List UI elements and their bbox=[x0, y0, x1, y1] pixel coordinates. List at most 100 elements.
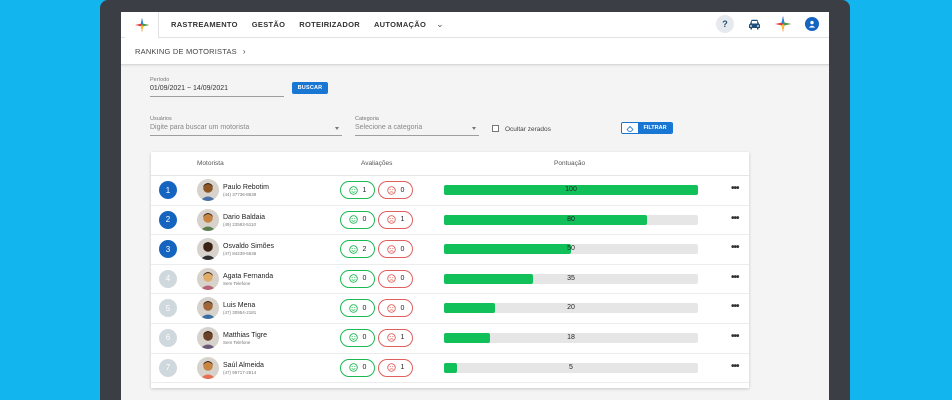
period-input[interactable]: 01/09/2021 ~ 14/09/2021 bbox=[150, 85, 229, 92]
table-row: 2 Dario Baldaia (49) 22593-5110 0 1 80 ••• bbox=[151, 206, 749, 236]
users-dropdown-arrow-icon[interactable] bbox=[335, 127, 339, 130]
negative-rating-pill[interactable]: 1 bbox=[378, 210, 413, 229]
hide-zeros-label: Ocultar zerados bbox=[505, 126, 551, 133]
driver-name[interactable]: Paulo Rebotim bbox=[223, 184, 269, 191]
positive-rating-pill[interactable]: 1 bbox=[340, 181, 375, 199]
driver-name[interactable]: Luis Mena bbox=[223, 302, 256, 310]
negative-rating-pill[interactable]: 1 bbox=[378, 328, 413, 347]
negative-rating-pill[interactable]: 0 bbox=[378, 299, 413, 318]
positive-rating-pill[interactable]: 0 bbox=[340, 328, 375, 347]
user-icon bbox=[808, 20, 816, 28]
score-bar: 5 bbox=[444, 362, 698, 373]
breadcrumb: RANKING DE MOTORISTAS › bbox=[121, 38, 829, 65]
driver-name[interactable]: Saúl Almeida bbox=[223, 361, 264, 369]
positive-count: 0 bbox=[362, 334, 367, 342]
car-icon[interactable] bbox=[748, 19, 761, 30]
more-options-icon[interactable]: ••• bbox=[731, 242, 739, 254]
score-bar-fill bbox=[444, 214, 648, 225]
user-account-button[interactable] bbox=[805, 17, 819, 31]
driver-name[interactable]: Matthias Tigre bbox=[223, 331, 267, 339]
driver-phone: (47) 99717-2514 bbox=[223, 369, 257, 375]
category-label: Categoria bbox=[355, 116, 379, 122]
negative-rating-pill[interactable]: 0 bbox=[378, 269, 413, 288]
positive-count: 2 bbox=[362, 245, 367, 253]
help-button[interactable]: ? bbox=[716, 15, 734, 33]
avatar bbox=[197, 267, 219, 290]
positive-rating-pill[interactable]: 0 bbox=[340, 358, 375, 377]
filter-button[interactable]: FILTRAR bbox=[621, 122, 673, 134]
company-logo-icon[interactable] bbox=[775, 16, 791, 32]
positive-rating-pill[interactable]: 0 bbox=[340, 299, 375, 318]
rank-badge: 3 bbox=[159, 240, 177, 259]
driver-phone: (49) 22593-5110 bbox=[223, 221, 256, 227]
avatar bbox=[197, 297, 219, 320]
positive-rating-pill[interactable]: 2 bbox=[340, 240, 375, 259]
score-value: 18 bbox=[567, 333, 575, 341]
avatar bbox=[197, 238, 219, 261]
more-options-icon[interactable]: ••• bbox=[731, 360, 739, 372]
driver-name[interactable]: Dario Baldaia bbox=[223, 213, 266, 221]
avatar bbox=[197, 208, 219, 231]
table-row: 4 Agata Fernanda Sem Telefone 0 0 35 ••• bbox=[151, 265, 749, 295]
positive-count: 0 bbox=[362, 216, 367, 224]
score-bar: 35 bbox=[444, 273, 698, 284]
chevron-right-icon: › bbox=[242, 46, 246, 56]
driver-phone: (44) 37736-8639 bbox=[223, 192, 257, 197]
more-options-icon[interactable]: ••• bbox=[731, 212, 739, 224]
nav-item-rastreamento[interactable]: RASTREAMENTO bbox=[171, 20, 238, 29]
nav-item-roteirizador[interactable]: ROTEIRIZADOR bbox=[299, 20, 360, 29]
table-row: 1 Paulo Rebotim (44) 37736-8639 1 0 100 ••• bbox=[151, 176, 749, 206]
driver-phone: Sem Telefone bbox=[223, 280, 251, 286]
score-value: 35 bbox=[567, 274, 575, 282]
category-select[interactable]: Selecione a categoria bbox=[355, 124, 423, 131]
sad-face-icon bbox=[386, 215, 396, 224]
score-bar-fill bbox=[444, 303, 495, 314]
more-options-icon[interactable]: ••• bbox=[731, 271, 739, 283]
happy-face-icon bbox=[348, 304, 358, 313]
more-options-icon[interactable]: ••• bbox=[731, 183, 739, 194]
sad-face-icon bbox=[386, 363, 396, 372]
score-bar-fill bbox=[444, 244, 571, 255]
nav-item-gestao[interactable]: GESTÃO bbox=[251, 20, 286, 29]
filters-panel: Período 01/09/2021 ~ 14/09/2021 BUSCAR U… bbox=[121, 65, 829, 157]
driver-phone: (47) 30954-2181 bbox=[223, 310, 257, 316]
negative-rating-pill[interactable]: 0 bbox=[378, 181, 413, 199]
negative-count: 0 bbox=[400, 304, 405, 312]
period-input-underline bbox=[150, 96, 284, 97]
happy-face-icon bbox=[348, 215, 358, 224]
chevron-down-icon[interactable]: ⌄ bbox=[436, 19, 444, 29]
nav-item-automacao[interactable]: AUTOMAÇÃO bbox=[373, 20, 427, 29]
score-value: 100 bbox=[565, 186, 577, 193]
negative-count: 1 bbox=[400, 216, 405, 224]
table-row: 3 Osvaldo Simões (47) 84239-5636 2 0 50 ••• bbox=[151, 235, 749, 265]
period-label: Período bbox=[150, 77, 170, 83]
positive-rating-pill[interactable]: 0 bbox=[340, 269, 375, 288]
driver-phone: Sem Telefone bbox=[223, 339, 251, 345]
driver-name[interactable]: Agata Fernanda bbox=[223, 272, 274, 280]
positive-count: 0 bbox=[362, 275, 367, 283]
rank-badge: 2 bbox=[159, 210, 177, 229]
score-bar-fill bbox=[444, 332, 490, 343]
avatar bbox=[197, 356, 219, 379]
negative-rating-pill[interactable]: 0 bbox=[378, 240, 413, 259]
app-logo-tab[interactable] bbox=[125, 12, 159, 38]
rank-badge: 6 bbox=[159, 328, 177, 347]
driver-name[interactable]: Osvaldo Simões bbox=[223, 243, 274, 251]
users-search-input[interactable]: Digite para buscar um motorista bbox=[150, 124, 250, 131]
score-bar-fill bbox=[444, 362, 457, 373]
rank-badge: 4 bbox=[159, 269, 177, 288]
more-options-icon[interactable]: ••• bbox=[731, 330, 739, 342]
positive-rating-pill[interactable]: 0 bbox=[340, 210, 375, 229]
category-dropdown-arrow-icon[interactable] bbox=[472, 127, 476, 130]
eraser-icon bbox=[626, 125, 634, 132]
positive-count: 0 bbox=[362, 304, 367, 312]
hide-zeros-checkbox[interactable] bbox=[492, 125, 499, 132]
more-options-icon[interactable]: ••• bbox=[731, 301, 739, 313]
rank-badge: 1 bbox=[159, 181, 177, 199]
top-right-actions: ? bbox=[716, 15, 819, 33]
search-button[interactable]: BUSCAR bbox=[292, 82, 328, 94]
negative-rating-pill[interactable]: 1 bbox=[378, 358, 413, 377]
negative-count: 0 bbox=[400, 275, 405, 283]
header-ratings: Avaliações bbox=[361, 160, 393, 167]
score-bar: 100 bbox=[444, 185, 698, 195]
